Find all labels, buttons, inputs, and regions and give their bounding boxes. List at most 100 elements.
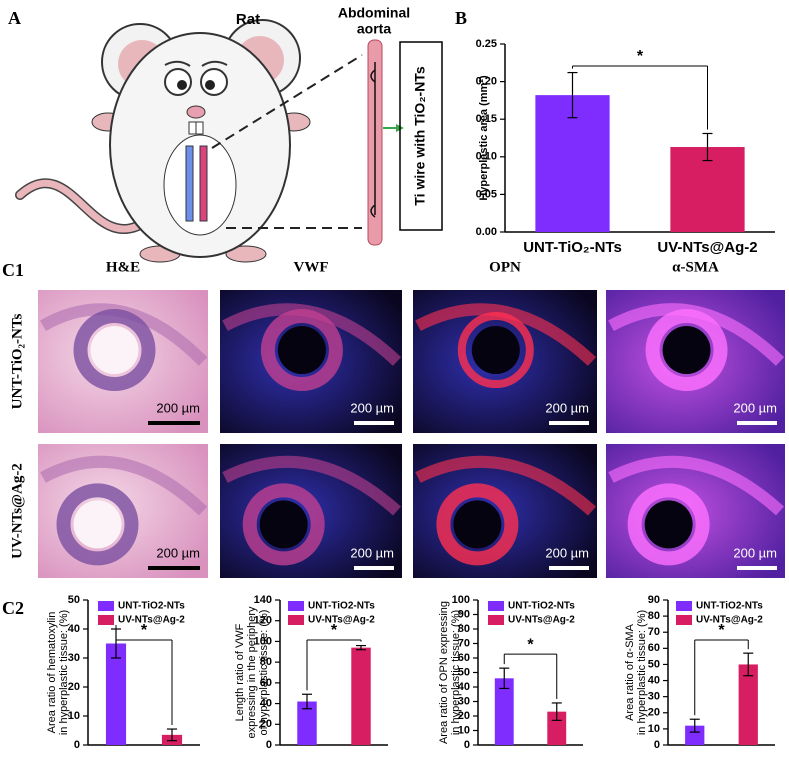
bar bbox=[494, 678, 514, 745]
panel-label: B bbox=[455, 8, 467, 28]
bar bbox=[351, 647, 371, 745]
illustration-label: aorta bbox=[357, 21, 391, 37]
legend-swatch bbox=[288, 601, 304, 611]
y-tick-label: 0 bbox=[654, 739, 660, 751]
panel-label: C1 bbox=[2, 260, 24, 280]
scale-bar-label: 200 µm bbox=[156, 400, 200, 415]
tissue-band bbox=[40, 455, 208, 516]
y-axis-label: of hyperplastic tissue: (%) bbox=[258, 610, 270, 736]
vessel-wall bbox=[73, 309, 156, 392]
panel-label: C2 bbox=[2, 598, 24, 618]
vessel-lumen bbox=[90, 326, 139, 375]
panel-label: A bbox=[8, 8, 21, 28]
vessel-wall bbox=[56, 483, 139, 566]
y-axis-label: Hyperplastic area (mm²) bbox=[478, 75, 490, 201]
y-axis-label: Area ratio of OPN expressing bbox=[438, 601, 450, 744]
vessel-wall bbox=[627, 483, 710, 566]
legend-label: UV-NTs@Ag-2 bbox=[308, 615, 375, 626]
y-tick-label: 0 bbox=[74, 739, 80, 751]
y-tick-label: 50 bbox=[458, 666, 470, 678]
y-tick-label: 0.15 bbox=[476, 113, 497, 125]
y-tick-label: 120 bbox=[254, 615, 272, 627]
vessel-lumen bbox=[277, 326, 326, 375]
significance: * bbox=[718, 622, 725, 639]
y-tick-label: 10 bbox=[68, 710, 80, 722]
y-tick-label: 50 bbox=[68, 594, 80, 606]
y-tick-label: 90 bbox=[648, 594, 660, 606]
vessel-wall bbox=[436, 483, 519, 566]
y-tick-label: 10 bbox=[648, 723, 660, 735]
y-tick-label: 0.05 bbox=[476, 188, 497, 200]
y-tick-label: 60 bbox=[260, 677, 272, 689]
column-header: H&E bbox=[106, 259, 140, 275]
y-tick-label: 100 bbox=[254, 635, 272, 647]
y-tick-label: 20 bbox=[68, 681, 80, 693]
legend-label: UNT-TiO2-NTs bbox=[308, 601, 375, 612]
micrographs: 200 µm 200 µm 200 µm 200 µm 200 µm 200 µm 200 … bbox=[38, 290, 785, 578]
y-axis-label: expressing in the periphery bbox=[246, 606, 258, 739]
illustration-label: Abdominal bbox=[338, 5, 410, 21]
vessel-wall bbox=[260, 309, 343, 392]
scale-bar-label: 200 µm bbox=[350, 545, 394, 560]
legend-label: UV-NTs@Ag-2 bbox=[508, 615, 575, 626]
y-axis-label: in hyperplastic tissue: (%) bbox=[58, 610, 70, 735]
y-axis-label: Length ratio of VWF bbox=[234, 623, 246, 721]
y-tick-label: 100 bbox=[452, 594, 470, 606]
legend-label: UV-NTs@Ag-2 bbox=[696, 615, 763, 626]
y-tick-label: 0 bbox=[266, 739, 272, 751]
y-axis-label: in hyperplastic tissue: (%) bbox=[636, 610, 648, 735]
y-tick-label: 70 bbox=[648, 626, 660, 638]
y-tick-label: 80 bbox=[648, 610, 660, 622]
vessel-wall bbox=[645, 309, 728, 392]
rat-illustration bbox=[15, 19, 443, 263]
y-tick-label: 30 bbox=[458, 695, 470, 707]
legend-swatch bbox=[288, 615, 304, 625]
legend-swatch bbox=[98, 601, 114, 611]
y-tick-label: 140 bbox=[254, 594, 272, 606]
row-label: UV-NTs@Ag-2 bbox=[9, 463, 25, 559]
y-tick-label: 40 bbox=[260, 697, 272, 709]
y-axis-label: in hyperplastic tissue: (%) bbox=[450, 610, 462, 735]
bar bbox=[685, 725, 705, 745]
scale-bar-label: 200 µm bbox=[733, 400, 777, 415]
y-tick-label: 60 bbox=[648, 642, 660, 654]
y-tick-label: 0.20 bbox=[476, 76, 497, 88]
vessel-lumen bbox=[644, 500, 693, 549]
y-tick-label: 90 bbox=[458, 608, 470, 620]
vessel-lumen bbox=[259, 500, 308, 549]
vessel-wall bbox=[457, 312, 534, 389]
vessel-lumen bbox=[453, 500, 502, 549]
y-tick-label: 80 bbox=[458, 623, 470, 635]
illustration-label: Ti wire with TiO₂-NTs bbox=[412, 66, 428, 205]
y-tick-label: 60 bbox=[458, 652, 470, 664]
y-tick-label: 20 bbox=[648, 707, 660, 719]
legend-label: UNT-TiO2-NTs bbox=[696, 601, 763, 612]
y-tick-label: 30 bbox=[648, 691, 660, 703]
tissue-band bbox=[415, 303, 597, 366]
bar bbox=[738, 664, 758, 745]
column-header: VWF bbox=[294, 259, 329, 275]
y-axis-label: Area ratio of α-SMA bbox=[624, 623, 636, 720]
vessel-lumen bbox=[73, 500, 122, 549]
legend-swatch bbox=[488, 601, 504, 611]
x-tick-label: UNT-TiO₂-NTs bbox=[523, 239, 622, 256]
y-tick-label: 30 bbox=[68, 652, 80, 664]
significance: * bbox=[527, 636, 534, 653]
y-tick-label: 20 bbox=[458, 710, 470, 722]
y-tick-label: 10 bbox=[458, 724, 470, 736]
scale-bar-label: 200 µm bbox=[350, 400, 394, 415]
column-header: OPN bbox=[489, 259, 521, 275]
bar bbox=[105, 643, 127, 745]
significance: * bbox=[141, 622, 148, 639]
y-tick-label: 70 bbox=[458, 637, 470, 649]
illustration-label: Rat bbox=[236, 11, 260, 28]
vessel-wall bbox=[242, 483, 325, 566]
legend-swatch bbox=[98, 615, 114, 625]
y-tick-label: 40 bbox=[648, 674, 660, 686]
scale-bar-label: 200 µm bbox=[156, 545, 200, 560]
tissue-band bbox=[608, 455, 785, 516]
tissue-band bbox=[415, 455, 596, 516]
tissue-band bbox=[222, 455, 402, 516]
y-tick-label: 50 bbox=[648, 658, 660, 670]
